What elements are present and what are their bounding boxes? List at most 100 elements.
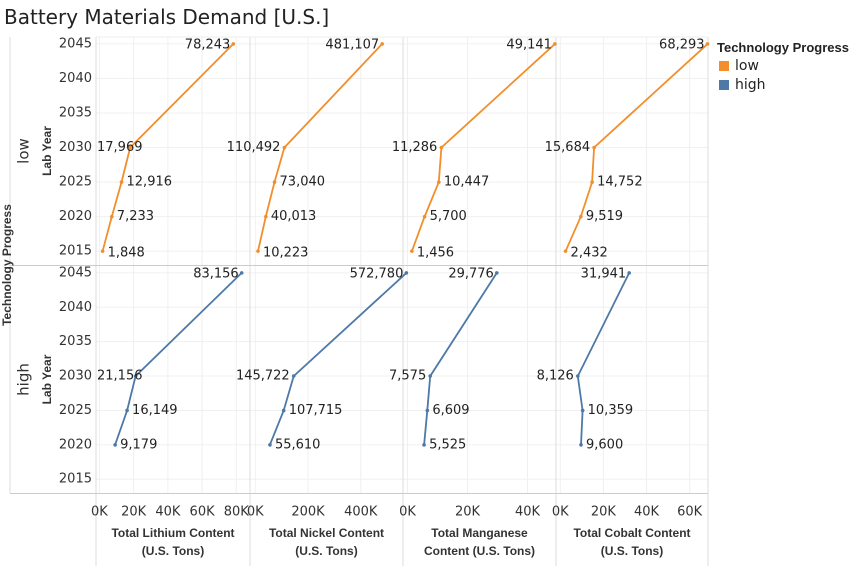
x-tick-label: 200K: [291, 505, 325, 520]
y-axis-label: Lab Year: [40, 126, 54, 176]
data-label: 9,519: [586, 209, 623, 224]
data-label: 7,575: [389, 369, 426, 384]
y-tick-label: 2020: [59, 437, 92, 452]
x-tick-label: 60K: [190, 505, 216, 520]
data-point-low: [553, 42, 557, 46]
legend-label-high: high: [735, 77, 766, 93]
data-point-high: [268, 443, 272, 447]
data-point-low: [422, 214, 427, 219]
data-label: 7,233: [117, 209, 154, 224]
data-label: 12,916: [127, 175, 173, 190]
data-point-low: [109, 214, 114, 219]
data-label: 1,456: [417, 246, 454, 261]
x-tick-label: 80K: [224, 505, 250, 520]
series-line-high: [114, 272, 243, 446]
y-tick-label: 2015: [59, 472, 92, 487]
data-point-low: [231, 42, 236, 46]
data-point-high: [428, 374, 433, 378]
data-point-high: [125, 408, 129, 413]
data-point-low: [128, 145, 132, 150]
x-tick-label: 0K: [247, 505, 264, 520]
data-label: 73,040: [280, 175, 326, 190]
x-tick-label: 40K: [155, 505, 181, 520]
legend-swatch-low: [719, 61, 729, 71]
row-dimension-label: Technology Progress: [0, 204, 14, 326]
data-label: 17,969: [97, 140, 143, 155]
data-point-high: [113, 443, 117, 447]
legend-item-high[interactable]: high: [719, 77, 766, 93]
x-tick-label: 20K: [591, 505, 617, 520]
y-tick-label: 2020: [59, 209, 92, 224]
data-point-low: [272, 180, 277, 184]
y-tick-label: 2025: [59, 175, 92, 190]
data-label: 29,776: [448, 266, 494, 281]
data-label: 10,223: [263, 246, 309, 261]
data-point-low: [256, 249, 260, 253]
data-label: 572,780: [350, 266, 404, 281]
x-tick-label: 20K: [455, 505, 481, 520]
data-point-low: [410, 249, 414, 253]
data-label: 40,013: [271, 209, 317, 224]
x-tick-label: 40K: [515, 505, 541, 520]
data-label: 78,243: [185, 37, 231, 52]
x-axis-title: Total Manganese: [431, 526, 528, 540]
data-label: 14,752: [597, 175, 643, 190]
data-label: 11,286: [392, 140, 438, 155]
data-point-low: [439, 145, 444, 150]
row-header-label: low: [15, 138, 33, 164]
x-tick-label: 0K: [91, 505, 108, 520]
data-label: 2,432: [571, 246, 608, 261]
data-point-high: [580, 408, 585, 413]
series-line-high: [576, 272, 631, 445]
data-label: 6,609: [432, 403, 469, 418]
data-label: 145,722: [236, 369, 290, 384]
data-label: 16,149: [132, 403, 178, 418]
x-axis-title: (U.S. Tons): [295, 544, 357, 558]
y-tick-label: 2025: [59, 403, 92, 418]
y-tick-label: 2035: [59, 106, 92, 121]
data-point-low: [592, 145, 596, 150]
data-point-low: [282, 145, 287, 150]
data-point-high: [579, 443, 583, 447]
data-label: 68,293: [659, 37, 705, 52]
data-label: 83,156: [193, 266, 239, 281]
data-label: 9,600: [586, 437, 623, 452]
data-label: 31,941: [581, 266, 627, 281]
y-tick-label: 2045: [59, 36, 92, 51]
y-tick-label: 2030: [59, 140, 92, 155]
y-axis-label: Lab Year: [40, 354, 54, 404]
data-point-high: [281, 408, 286, 413]
data-point-low: [437, 180, 441, 184]
x-axis-title: (U.S. Tons): [142, 544, 204, 558]
data-point-low: [705, 42, 710, 46]
data-point-low: [579, 214, 583, 219]
data-point-low: [563, 249, 568, 253]
data-point-high: [495, 271, 499, 275]
data-label: 9,179: [120, 437, 157, 452]
x-tick-label: 40K: [634, 505, 660, 520]
data-point-high: [422, 443, 426, 447]
x-tick-label: 20K: [121, 505, 147, 520]
x-tick-label: 0K: [552, 505, 569, 520]
data-point-low: [100, 249, 105, 253]
y-tick-label: 2015: [59, 244, 92, 259]
legend-title: Technology Progress: [717, 40, 849, 55]
x-tick-label: 400K: [344, 505, 378, 520]
legend-item-low[interactable]: low: [719, 58, 759, 74]
y-tick-label: 2040: [59, 300, 92, 315]
data-point-high: [627, 271, 631, 275]
series-line-high: [423, 272, 498, 445]
data-label: 8,126: [537, 369, 574, 384]
data-label: 21,156: [97, 369, 143, 384]
data-point-high: [291, 374, 296, 378]
data-point-low: [119, 180, 124, 184]
data-label: 15,684: [545, 140, 591, 155]
data-label: 110,492: [227, 140, 281, 155]
data-point-high: [404, 271, 409, 275]
x-axis-title: (U.S. Tons): [601, 544, 663, 558]
data-label: 107,715: [289, 403, 343, 418]
data-point-high: [576, 374, 580, 378]
y-tick-label: 2035: [59, 334, 92, 349]
x-tick-label: 0K: [399, 505, 416, 520]
